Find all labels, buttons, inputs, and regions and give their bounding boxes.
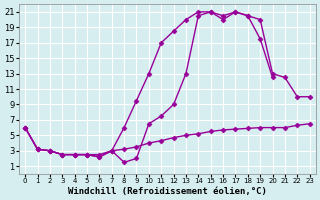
X-axis label: Windchill (Refroidissement éolien,°C): Windchill (Refroidissement éolien,°C) <box>68 187 267 196</box>
